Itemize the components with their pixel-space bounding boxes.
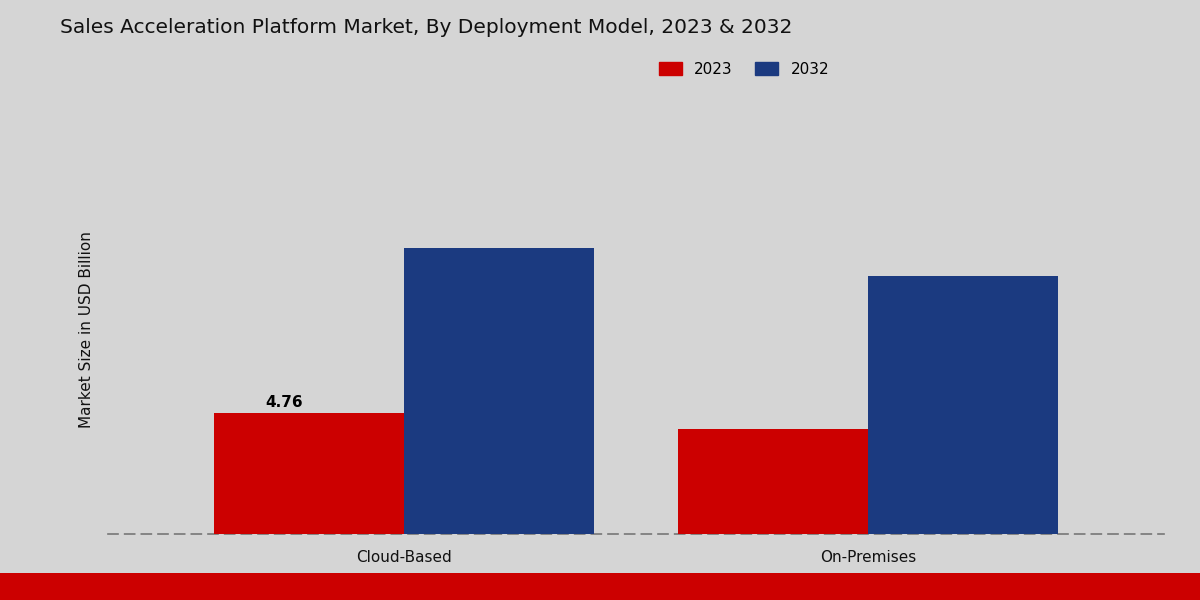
Text: Sales Acceleration Platform Market, By Deployment Model, 2023 & 2032: Sales Acceleration Platform Market, By D… bbox=[60, 18, 792, 37]
Bar bbox=[214, 413, 403, 534]
Legend: 2023, 2032: 2023, 2032 bbox=[659, 62, 829, 77]
Bar bbox=[869, 277, 1058, 534]
Text: 4.76: 4.76 bbox=[265, 395, 304, 410]
Y-axis label: Market Size in USD Billion: Market Size in USD Billion bbox=[79, 232, 94, 428]
Bar bbox=[403, 248, 594, 534]
Bar bbox=[678, 430, 869, 534]
